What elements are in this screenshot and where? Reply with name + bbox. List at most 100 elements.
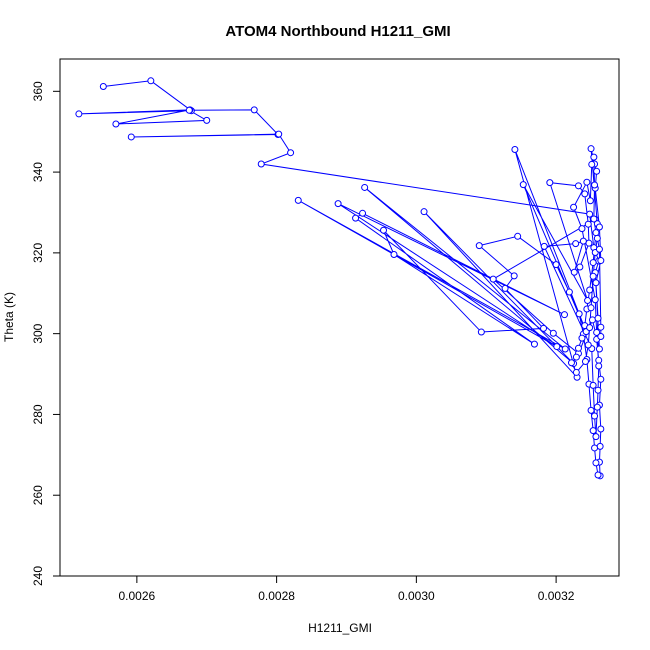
data-point	[578, 334, 586, 342]
data-point	[112, 120, 120, 128]
data-point	[546, 179, 554, 187]
data-point	[540, 324, 548, 332]
data-point	[420, 208, 428, 216]
data-point	[595, 245, 603, 253]
data-point	[540, 242, 548, 250]
data-point	[593, 403, 601, 411]
data-point	[594, 386, 602, 394]
data-point	[127, 133, 135, 141]
x-axis-label: H1211_GMI	[308, 621, 372, 635]
data-point	[597, 425, 605, 433]
data-point	[587, 304, 595, 312]
y-axis-label: Theta (K)	[2, 292, 16, 342]
data-point	[519, 181, 527, 189]
data-point	[203, 116, 211, 124]
data-point	[475, 242, 483, 250]
y-tick-label: 260	[31, 485, 45, 505]
data-point	[549, 329, 557, 337]
data-point	[589, 381, 597, 389]
data-point	[589, 272, 597, 280]
data-point	[275, 130, 283, 138]
data-point	[185, 106, 193, 114]
y-axis: 240 260 280 300 320 340 360	[31, 81, 61, 586]
data-point	[489, 275, 497, 283]
data-point	[588, 316, 596, 324]
data-point	[591, 181, 599, 189]
data-point	[584, 220, 592, 228]
data-point	[581, 190, 589, 198]
data-point	[361, 183, 369, 191]
data-point	[567, 359, 575, 367]
data-point	[592, 229, 600, 237]
data-point	[553, 343, 561, 351]
data-point	[589, 427, 597, 435]
x-tick-label: 0.0026	[119, 589, 156, 603]
y-tick-label: 300	[31, 323, 45, 343]
series-layer	[75, 77, 605, 480]
data-point	[572, 240, 580, 248]
data-point	[380, 226, 388, 234]
data-point	[595, 345, 603, 353]
data-point	[592, 459, 600, 467]
data-point	[590, 153, 598, 161]
y-tick-label: 360	[31, 81, 45, 101]
data-point	[75, 110, 83, 118]
data-point	[597, 323, 605, 331]
data-point	[597, 375, 605, 383]
data-point	[587, 145, 595, 153]
data-point	[510, 272, 518, 280]
data-point	[589, 259, 597, 267]
data-point	[565, 288, 573, 296]
y-tick-label: 340	[31, 162, 45, 182]
data-point	[572, 353, 580, 361]
data-point	[561, 345, 569, 353]
data-point	[501, 284, 509, 292]
data-point	[594, 471, 602, 479]
data-point	[552, 261, 560, 269]
data-point	[588, 160, 596, 168]
data-point	[592, 279, 600, 287]
data-point	[576, 263, 584, 271]
data-point	[591, 412, 599, 420]
data-point	[574, 344, 582, 352]
data-point	[592, 433, 600, 441]
data-point	[359, 209, 367, 217]
data-point	[579, 237, 587, 245]
data-point	[334, 200, 342, 208]
data-point	[574, 182, 582, 190]
y-tick-label: 280	[31, 404, 45, 424]
data-point	[390, 250, 398, 258]
data-point	[583, 178, 591, 186]
data-point	[511, 145, 519, 153]
data-point	[578, 225, 586, 233]
data-point	[596, 442, 604, 450]
x-tick-label: 0.0032	[538, 589, 575, 603]
data-point	[257, 160, 265, 168]
data-point	[287, 149, 295, 157]
data-point	[591, 296, 599, 304]
x-axis: 0.0026 0.0028 0.0030 0.0032	[119, 575, 575, 603]
data-point	[352, 214, 360, 222]
data-point	[99, 82, 107, 90]
y-tick-label: 320	[31, 243, 45, 263]
x-tick-label: 0.0030	[398, 589, 435, 603]
data-point	[147, 77, 155, 85]
data-point	[595, 356, 603, 364]
data-point	[593, 234, 601, 242]
data-point	[586, 210, 594, 218]
data-point	[581, 358, 589, 366]
x-tick-label: 0.0028	[258, 589, 295, 603]
data-point	[575, 310, 583, 318]
data-point	[594, 314, 602, 322]
data-point	[561, 311, 568, 319]
y-tick-label: 240	[31, 566, 45, 586]
data-point	[595, 362, 603, 370]
data-point	[586, 197, 594, 205]
data-point	[590, 215, 598, 223]
data-point	[294, 196, 302, 204]
data-point	[593, 167, 601, 175]
chart-title: ATOM4 Northbound H1211_GMI	[225, 23, 450, 40]
data-point	[597, 332, 605, 340]
